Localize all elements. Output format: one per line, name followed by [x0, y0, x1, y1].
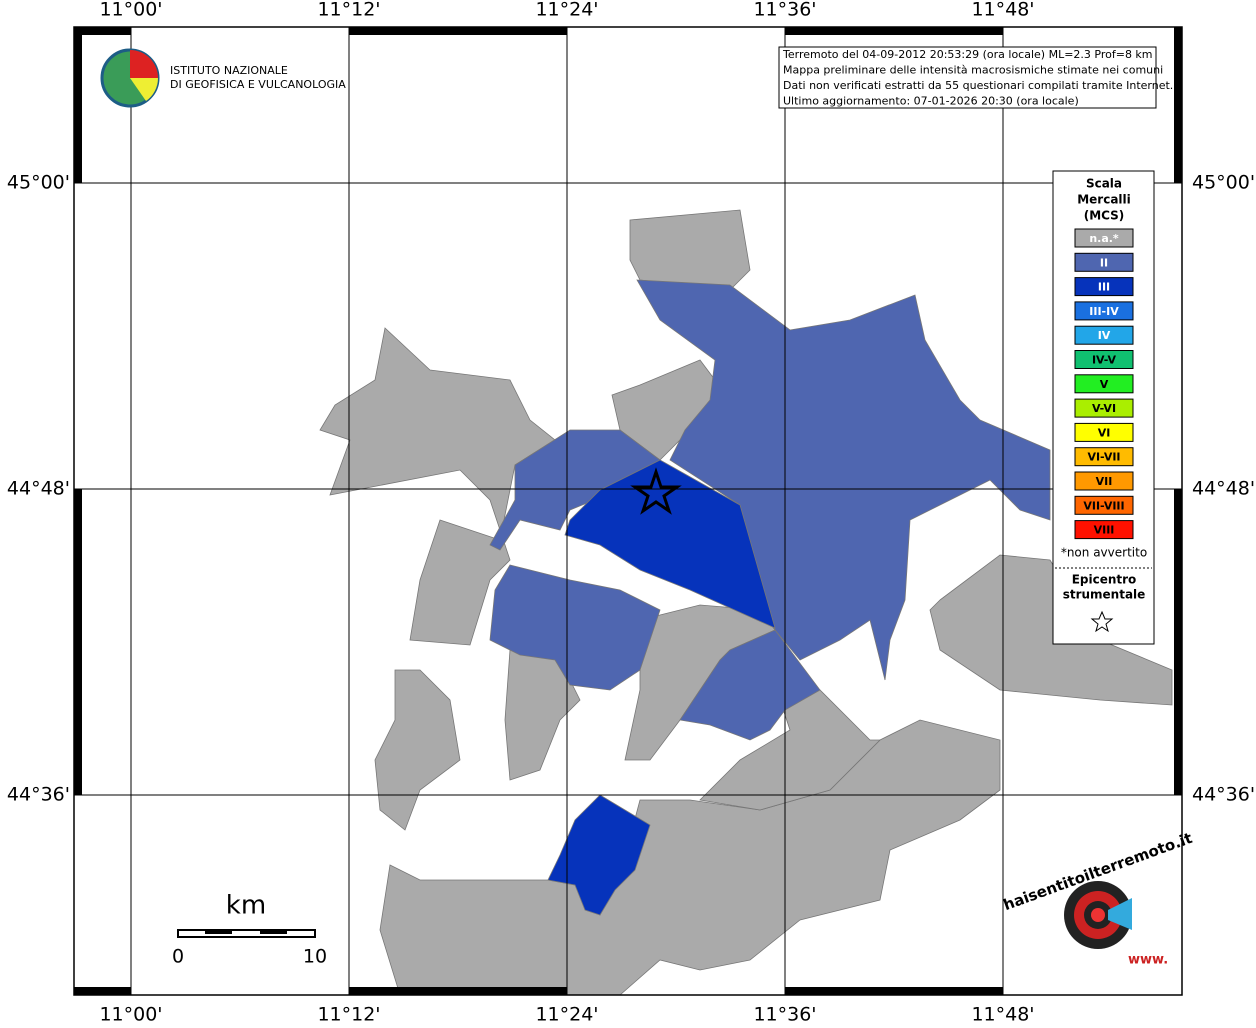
legend-label: VI — [1098, 426, 1111, 439]
lon-label: 11°12' — [317, 0, 380, 21]
lon-label: 11°48' — [971, 0, 1034, 21]
frame-bar — [785, 27, 1003, 35]
municipalities — [319, 209, 1173, 996]
legend-epicenter: strumentale — [1063, 588, 1146, 602]
legend-label: IV-V — [1092, 354, 1117, 367]
legend-star — [1090, 610, 1114, 633]
frame-bar — [74, 27, 82, 183]
legend-label: IV — [1098, 329, 1111, 342]
legend-swatch — [1074, 495, 1134, 515]
lat-label: 44°48' — [7, 478, 70, 500]
frame-bar — [1174, 27, 1182, 183]
legend-swatch — [1074, 325, 1134, 345]
info-box — [778, 46, 1157, 109]
lon-label: 11°36' — [753, 1004, 816, 1025]
scale-label: 0 — [172, 946, 184, 968]
scale-label: 10 — [303, 946, 327, 968]
frame-bar — [349, 987, 567, 995]
lon-label: 11°24' — [535, 1004, 598, 1025]
area-ii — [489, 564, 661, 691]
lon-label: 11°12' — [317, 1004, 380, 1025]
legend-note: *non avvertito — [1061, 546, 1147, 560]
legend-swatch — [1074, 350, 1134, 369]
frame-bar — [74, 987, 131, 995]
logo-text: ISTITUTO NAZIONALE — [170, 64, 288, 77]
area-na — [374, 669, 461, 831]
frame-bar — [785, 987, 1003, 995]
legend-swatch — [1074, 398, 1134, 418]
legend-label: n.a.* — [1089, 232, 1119, 245]
legend-swatch — [1074, 447, 1134, 467]
legend-label: V-VI — [1092, 402, 1116, 415]
lat-label: 45°00' — [1192, 172, 1255, 194]
legend-epicenter: Epicentro — [1072, 573, 1137, 587]
lon-label: 11°00' — [99, 0, 162, 21]
ingv-logo: ISTITUTO NAZIONALE DI GEOFISICA E VULCAN… — [100, 48, 346, 108]
info-line: Terremoto del 04-09-2012 20:53:29 (ora l… — [782, 48, 1153, 61]
logo-text: DI GEOFISICA E VULCANOLOGIA — [170, 78, 346, 91]
frame-bar — [74, 489, 82, 795]
area-ii — [489, 429, 661, 551]
area-na — [319, 327, 556, 646]
info-line: Dati non verificati estratti da 55 quest… — [783, 79, 1173, 92]
legend-label: VI-VII — [1087, 451, 1120, 464]
legend-swatch — [1074, 228, 1134, 248]
legend-label: V — [1100, 378, 1109, 391]
legend-swatch — [1074, 277, 1134, 297]
area-iii — [564, 459, 776, 629]
lat-label: 45°00' — [7, 172, 70, 194]
legend-label: III — [1098, 281, 1110, 294]
frame-bar — [74, 27, 131, 35]
scale-unit: km — [226, 891, 266, 921]
lat-label: 44°36' — [1192, 784, 1255, 806]
area-na — [379, 719, 1001, 996]
info-line: Ultimo aggiornamento: 07-01-2026 20:30 (… — [783, 95, 1079, 108]
legend-swatch — [1074, 301, 1134, 321]
lon-label: 11°00' — [99, 1004, 162, 1025]
legend-label: II — [1100, 256, 1108, 269]
lat-label: 44°48' — [1192, 478, 1255, 500]
lat-label: 44°36' — [7, 784, 70, 806]
area-ii — [636, 279, 1051, 681]
legend-label: VII — [1096, 475, 1113, 488]
legend-title: Scala — [1086, 177, 1122, 191]
epicenter-star — [630, 467, 682, 515]
frame-bar — [349, 27, 567, 35]
area-iii — [547, 794, 651, 916]
legend-label: III-IV — [1089, 305, 1119, 318]
lon-label: 11°24' — [535, 0, 598, 21]
legend-label: VIII — [1094, 524, 1115, 537]
area-na — [629, 209, 751, 291]
site-www: www. — [1128, 953, 1168, 968]
info-line: Mappa preliminare delle intensità macros… — [783, 64, 1163, 77]
lon-label: 11°48' — [971, 1004, 1034, 1025]
legend-label: VII-VIII — [1083, 499, 1124, 512]
lon-label: 11°36' — [753, 0, 816, 21]
frame-bar — [1174, 489, 1182, 795]
area-na — [699, 689, 881, 811]
scale-bar: km 0 10 — [172, 891, 327, 968]
legend-title: Mercalli — [1077, 193, 1131, 207]
legend-swatch — [1074, 252, 1134, 272]
legend-swatch — [1074, 471, 1134, 491]
legend-swatch — [1074, 422, 1134, 442]
legend-title: (MCS) — [1084, 209, 1125, 223]
site-logo: haisentitoilterremoto.it www. — [1001, 829, 1195, 968]
area-na — [929, 554, 1173, 706]
legend-swatch — [1074, 520, 1134, 540]
legend-swatch — [1074, 374, 1134, 394]
